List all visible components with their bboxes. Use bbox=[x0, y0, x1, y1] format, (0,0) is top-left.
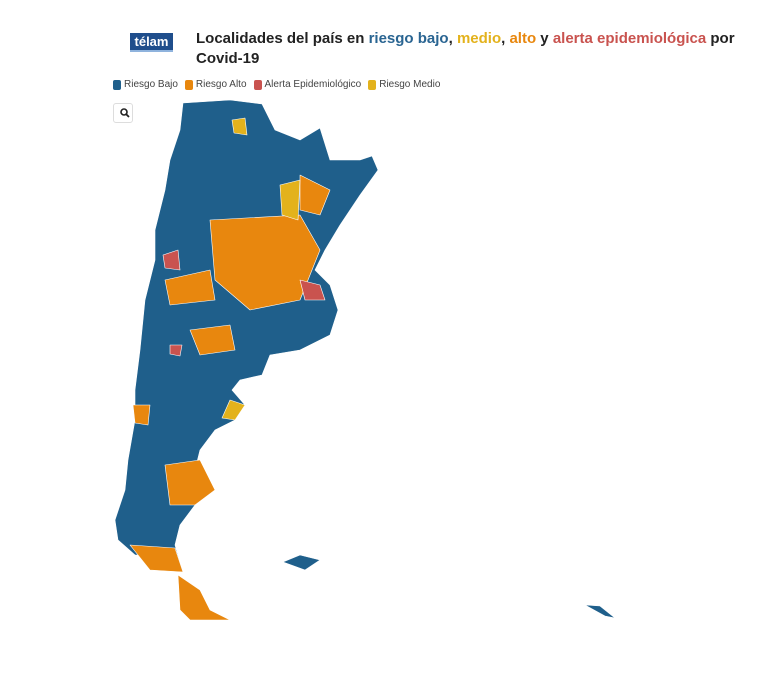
legend-label: Riesgo Medio bbox=[379, 79, 441, 90]
title-segment: alerta epidemiológica bbox=[552, 30, 707, 47]
search-button[interactable] bbox=[113, 103, 133, 123]
title-segment: Localidades del país en bbox=[196, 30, 369, 47]
legend-swatch bbox=[253, 79, 262, 90]
region bbox=[132, 404, 151, 426]
region bbox=[279, 179, 301, 221]
region bbox=[189, 324, 236, 356]
legend-label: Riesgo Alto bbox=[195, 79, 247, 90]
region bbox=[164, 459, 216, 506]
title-segment: , bbox=[501, 30, 510, 47]
region bbox=[584, 604, 616, 619]
region bbox=[231, 117, 248, 136]
region bbox=[299, 174, 331, 216]
title-segment: alto bbox=[509, 30, 537, 47]
legend-swatch bbox=[368, 79, 377, 90]
region bbox=[209, 214, 321, 311]
search-icon bbox=[120, 107, 130, 118]
region bbox=[162, 249, 181, 271]
legend-item: Riesgo Alto bbox=[184, 79, 247, 90]
region bbox=[164, 269, 216, 306]
legend-swatch bbox=[113, 79, 121, 90]
region bbox=[221, 399, 246, 421]
title-segment: riesgo bajo bbox=[368, 30, 449, 47]
region bbox=[299, 279, 326, 301]
legend: Riesgo Bajo Riesgo Alto Alerta Epidemiológ… bbox=[113, 79, 440, 90]
region bbox=[177, 574, 231, 621]
region bbox=[114, 99, 379, 573]
title-segment: , bbox=[448, 30, 457, 47]
legend-item: Alerta Epidemiológico bbox=[253, 79, 362, 90]
logo: télam bbox=[130, 33, 173, 52]
legend-label: Alerta Epidemiológico bbox=[264, 79, 362, 90]
region bbox=[169, 344, 183, 357]
title-segment: y bbox=[536, 30, 553, 47]
legend-label: Riesgo Bajo bbox=[124, 79, 178, 90]
legend-item: Riesgo Medio bbox=[368, 79, 440, 90]
legend-swatch bbox=[184, 79, 193, 90]
title-segment: por Covid-19 bbox=[196, 30, 735, 67]
region bbox=[129, 544, 184, 573]
title: Localidades del país en riesgo bajo, med… bbox=[196, 29, 756, 69]
legend-item: Riesgo Bajo bbox=[113, 79, 178, 90]
region bbox=[282, 554, 321, 571]
title-segment: medio bbox=[456, 30, 502, 47]
